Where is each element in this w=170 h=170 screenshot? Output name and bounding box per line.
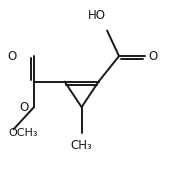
Text: HO: HO	[88, 9, 106, 22]
Text: O: O	[148, 50, 157, 63]
Text: O: O	[8, 50, 17, 63]
Text: O: O	[20, 101, 29, 114]
Text: CH₃: CH₃	[71, 139, 92, 152]
Text: OCH₃: OCH₃	[8, 128, 38, 138]
